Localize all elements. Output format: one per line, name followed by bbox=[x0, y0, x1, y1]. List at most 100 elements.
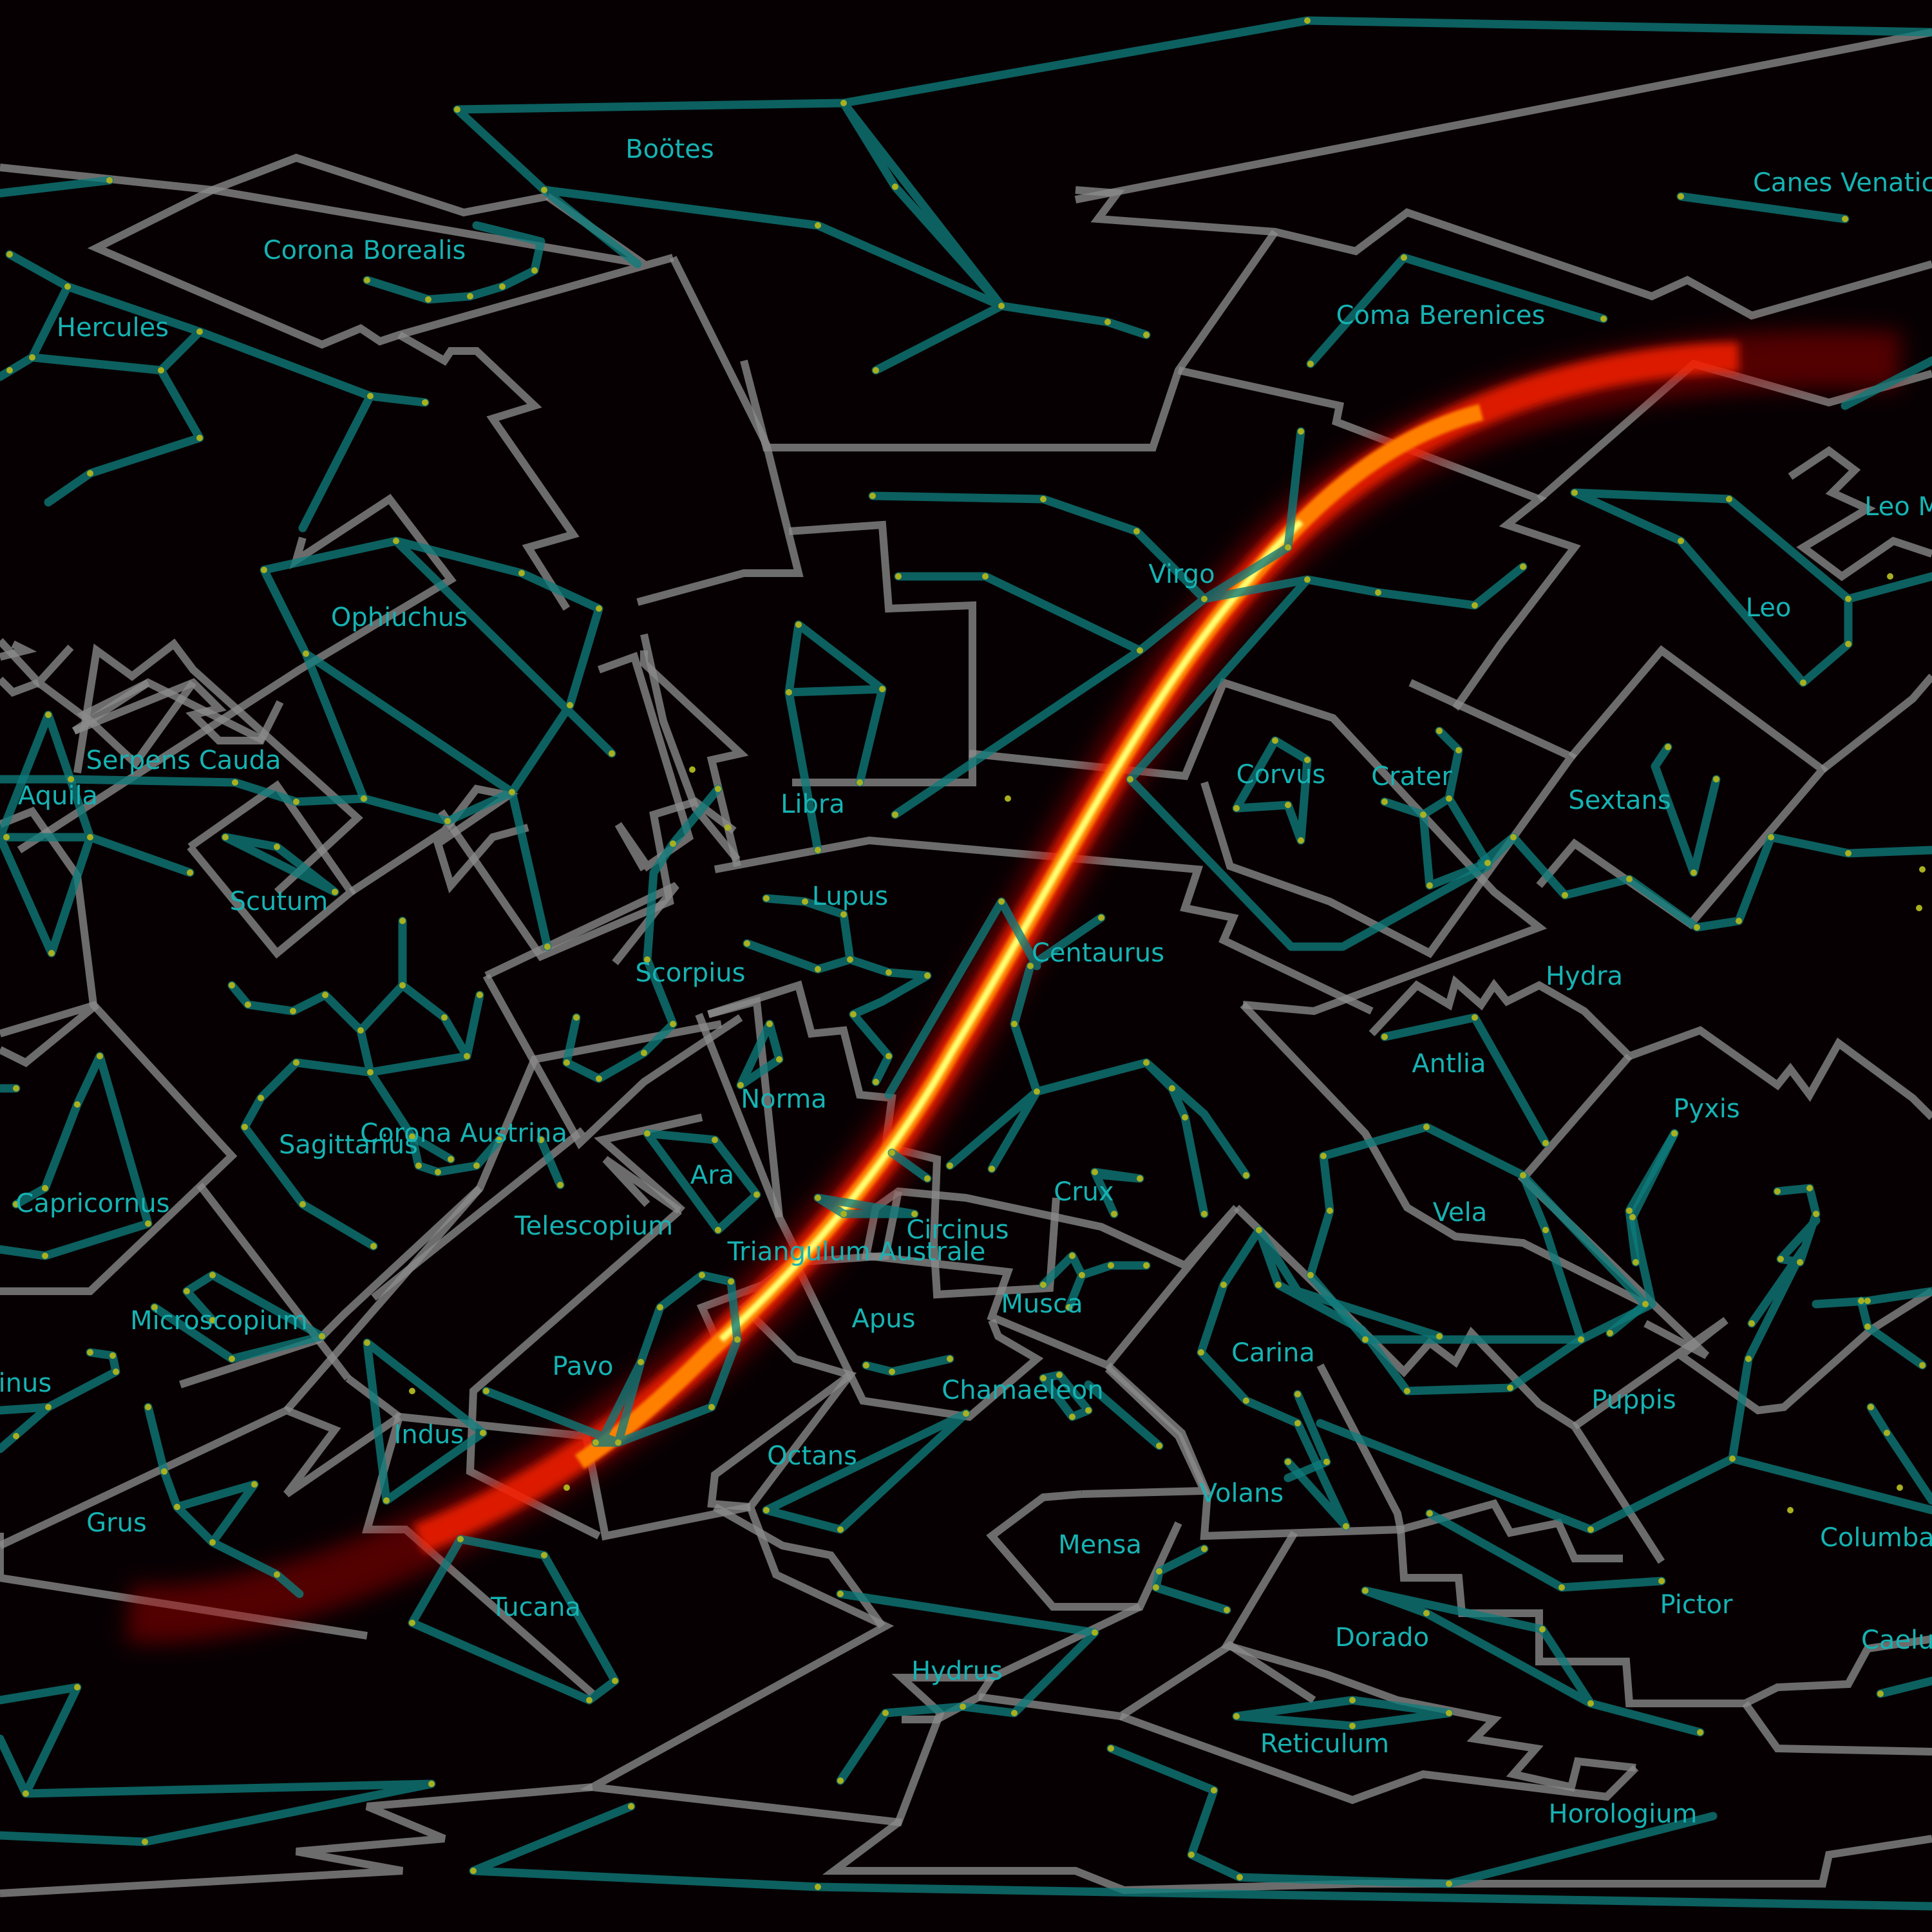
label-coma-berenices: Coma Berenices bbox=[1336, 301, 1546, 330]
boundary-north-4 bbox=[1177, 366, 1581, 711]
figure-crux bbox=[1090, 1168, 1144, 1218]
star-point bbox=[815, 966, 821, 972]
star-point bbox=[209, 1539, 216, 1546]
star-point bbox=[45, 712, 52, 718]
figure-leo-minor bbox=[1841, 356, 1932, 410]
star-point bbox=[744, 940, 750, 947]
star-point bbox=[1713, 776, 1719, 782]
boundary-west-4 bbox=[73, 638, 363, 895]
star-point bbox=[29, 354, 35, 361]
star-point bbox=[357, 1027, 364, 1034]
star-point bbox=[947, 1162, 953, 1169]
star-point bbox=[87, 470, 93, 477]
star-point bbox=[428, 1781, 435, 1787]
star-point bbox=[1571, 489, 1578, 496]
star-point bbox=[1104, 319, 1111, 325]
label-chamaeleon: Chamaeleon bbox=[942, 1376, 1103, 1405]
star-point bbox=[1607, 1330, 1613, 1336]
star-point bbox=[1211, 1787, 1217, 1794]
star-point bbox=[1256, 1227, 1262, 1233]
star-point bbox=[1375, 589, 1381, 596]
star-point bbox=[564, 1059, 570, 1066]
star-point bbox=[1690, 869, 1697, 876]
star-point bbox=[1797, 1259, 1803, 1265]
star-point bbox=[158, 367, 164, 374]
star-point bbox=[1919, 1362, 1926, 1368]
star-point bbox=[1111, 1211, 1117, 1217]
star-point bbox=[1307, 1272, 1314, 1278]
star-point bbox=[364, 1340, 370, 1346]
figure-norma bbox=[736, 1019, 784, 1090]
star-point bbox=[1201, 1546, 1208, 1552]
star-point bbox=[1726, 496, 1732, 502]
label-centaurus: Centaurus bbox=[1032, 938, 1164, 968]
star-point bbox=[1520, 1172, 1526, 1179]
star-point bbox=[1800, 679, 1806, 686]
star-point bbox=[1137, 1175, 1143, 1182]
star-point bbox=[564, 1484, 570, 1491]
star-point bbox=[209, 1272, 216, 1278]
star-point bbox=[815, 1195, 821, 1201]
star-point bbox=[1777, 1256, 1784, 1262]
star-point bbox=[541, 187, 547, 193]
star-point bbox=[370, 1243, 377, 1249]
star-point bbox=[74, 1101, 80, 1108]
label-octans: Octans bbox=[767, 1441, 857, 1471]
star-point bbox=[1349, 1697, 1356, 1703]
boundary-north-6 bbox=[1788, 446, 1932, 582]
label-hercules: Hercules bbox=[57, 313, 169, 343]
star-point bbox=[924, 1175, 931, 1182]
star-point bbox=[1169, 1085, 1175, 1092]
star-point bbox=[435, 1169, 441, 1175]
label-crux: Crux bbox=[1054, 1177, 1113, 1207]
star-point bbox=[261, 567, 267, 573]
star-point bbox=[1542, 1227, 1549, 1233]
star-point bbox=[1658, 1578, 1665, 1584]
star-point bbox=[13, 1085, 19, 1092]
star-point bbox=[1233, 805, 1240, 811]
star-point bbox=[1864, 1298, 1871, 1304]
star-point bbox=[274, 1571, 280, 1578]
star-point bbox=[734, 1336, 741, 1343]
star-point bbox=[615, 1439, 621, 1446]
label-scorpius: Scorpius bbox=[636, 958, 746, 988]
star-point bbox=[879, 686, 886, 692]
star-point bbox=[209, 1317, 216, 1323]
star-point bbox=[1243, 1172, 1249, 1179]
star-point bbox=[982, 573, 989, 580]
star-point bbox=[464, 1053, 470, 1059]
label-norma: Norma bbox=[741, 1084, 827, 1114]
boundary-mid-3 bbox=[1240, 1001, 1647, 1308]
star-point bbox=[628, 1803, 634, 1810]
boundary-south-23 bbox=[594, 1113, 703, 1214]
star-point bbox=[319, 1333, 325, 1340]
star-point bbox=[1842, 216, 1848, 222]
boundary-west-8 bbox=[0, 640, 37, 661]
star-point bbox=[1671, 1130, 1678, 1137]
label-piscis-austrinus: Piscis Austrinus bbox=[0, 1368, 52, 1398]
star-point bbox=[45, 1404, 52, 1410]
star-point bbox=[1736, 918, 1742, 924]
star-point bbox=[367, 393, 374, 399]
star-point bbox=[657, 1304, 663, 1311]
figure-scutum bbox=[221, 833, 339, 896]
label-caelum: Caelum bbox=[1861, 1625, 1932, 1655]
star-point bbox=[1404, 1388, 1410, 1394]
boundary-north-1 bbox=[1074, 28, 1932, 204]
star-point bbox=[847, 956, 853, 963]
star-point bbox=[1729, 1455, 1736, 1462]
boundary-south-5 bbox=[1081, 1365, 1211, 1498]
star-point bbox=[1304, 576, 1311, 583]
star-point bbox=[889, 1368, 895, 1375]
star-point bbox=[763, 895, 770, 902]
star-point bbox=[142, 1839, 148, 1845]
star-point bbox=[1327, 1208, 1333, 1214]
label-scutum: Scutum bbox=[230, 887, 328, 916]
star-point bbox=[837, 1526, 844, 1533]
boundary-south-6 bbox=[986, 1490, 1182, 1611]
boundary-west-16 bbox=[482, 974, 743, 1150]
star-point bbox=[538, 1137, 544, 1143]
label-virgo: Virgo bbox=[1148, 560, 1215, 589]
star-point bbox=[196, 328, 203, 335]
star-point bbox=[1845, 641, 1852, 647]
